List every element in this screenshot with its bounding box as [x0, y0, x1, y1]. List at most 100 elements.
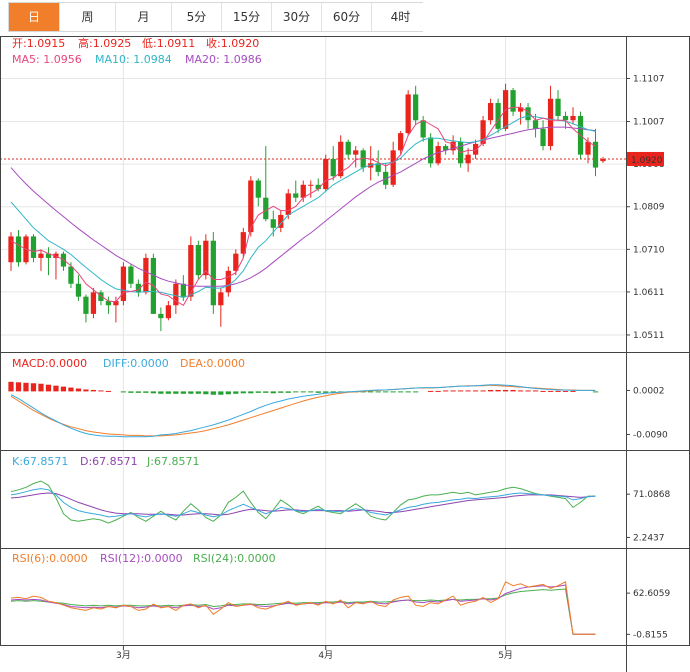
rsi6-line [10, 581, 596, 635]
candle-body-40 [308, 184, 314, 186]
diff-label: DIFF:0.0000 [103, 357, 169, 370]
dea-line [10, 384, 596, 437]
candle-body-23 [180, 283, 186, 297]
diff-line [10, 384, 596, 438]
k-label: K:67.8571 [12, 455, 68, 468]
macd-bar-53 [405, 391, 411, 393]
k-line [10, 488, 596, 518]
candle-body-63 [480, 120, 486, 144]
rsi-tick-label-0: 62.6059 [633, 589, 670, 599]
candle-body-1 [15, 236, 22, 263]
candle-body-59 [450, 141, 456, 151]
candle-body-34 [263, 197, 269, 220]
candle-body-35 [270, 219, 276, 228]
macd-bar-57 [435, 390, 441, 392]
candle-body-26 [203, 240, 209, 276]
macd-bar-2 [23, 382, 29, 392]
macd-bar-28 [218, 391, 224, 395]
macd-bar-63 [480, 390, 486, 392]
current-price-badge [627, 151, 664, 166]
macd-bar-27 [210, 391, 216, 395]
macd-bar-66 [502, 389, 509, 392]
tab-period-4[interactable]: 15分 [222, 3, 272, 31]
candle-body-43 [330, 158, 336, 177]
macd-label: MACD:0.0000 [12, 357, 87, 370]
candle-body-54 [413, 94, 419, 121]
candle-body-79 [600, 158, 606, 162]
candle-body-56 [428, 137, 434, 164]
macd-bar-33 [255, 391, 261, 393]
close-label: 收:1.0920 [206, 36, 259, 50]
macd-bar-75 [570, 390, 576, 392]
macd-bar-37 [285, 391, 291, 393]
macd-bar-62 [472, 390, 479, 392]
macd-bar-9 [75, 388, 82, 392]
macd-bar-39 [300, 391, 306, 393]
high-label: 高:1.0925 [78, 36, 131, 50]
candle-body-30 [233, 253, 239, 271]
candle-body-78 [592, 141, 599, 168]
candle-body-29 [225, 270, 231, 293]
candle-body-9 [75, 283, 82, 297]
macd-bar-0 [8, 381, 14, 392]
tab-period-0[interactable]: 日 [9, 3, 60, 31]
candle-body-28 [218, 292, 224, 306]
candle-body-62 [472, 143, 479, 155]
candle-body-33 [255, 180, 261, 198]
macd-tick-label-0: 0.0002 [633, 386, 665, 396]
macd-bar-73 [555, 390, 561, 392]
candle-body-64 [487, 103, 494, 121]
candle-body-71 [540, 128, 546, 147]
ma20-label: MA20: 1.0986 [185, 53, 262, 66]
macd-bar-30 [233, 391, 239, 394]
rsi6-label: RSI(6):0.0000 [12, 552, 88, 565]
kdj-panel [10, 480, 596, 524]
open-label: 开:1.0915 [12, 37, 65, 50]
macd-bar-72 [547, 390, 554, 392]
macd-bar-49 [375, 391, 381, 393]
macd-bar-12 [98, 390, 104, 392]
macd-bar-10 [83, 389, 89, 392]
macd-bar-74 [562, 390, 569, 392]
macd-bar-11 [90, 389, 97, 392]
macd-bar-61 [465, 390, 471, 392]
macd-bar-7 [60, 386, 67, 392]
current-price-label: 1.0920 [631, 156, 663, 166]
kdj-tick-label-1: 2.2437 [633, 533, 665, 543]
candle-body-46 [353, 150, 359, 155]
candle-body-8 [68, 266, 74, 284]
rsi-tick-label-1: -0.8155 [633, 630, 668, 640]
macd-bar-18 [143, 391, 149, 393]
macd-bar-68 [517, 390, 524, 392]
macd-bar-22 [173, 391, 179, 394]
macd-bar-43 [330, 391, 336, 393]
macd-bar-21 [165, 391, 171, 394]
tab-period-7[interactable]: 4时 [372, 3, 429, 31]
candle-body-18 [143, 257, 149, 293]
macd-bar-41 [315, 391, 321, 393]
axes: 3月4月5月1.11071.10071.09081.08091.07101.06… [0, 36, 690, 672]
price-tick-label-3: 1.0809 [633, 203, 665, 213]
macd-bar-56 [428, 390, 434, 392]
macd-bar-59 [450, 390, 456, 392]
tab-period-2[interactable]: 月 [116, 3, 172, 31]
macd-bar-32 [248, 391, 254, 394]
tab-period-3[interactable]: 5分 [172, 3, 222, 31]
candle-body-4 [38, 253, 44, 258]
tab-period-1[interactable]: 周 [60, 3, 116, 31]
candle-body-51 [390, 150, 396, 185]
candle-body-10 [83, 296, 89, 314]
macd-bar-48 [368, 391, 374, 393]
candle-body-52 [398, 133, 404, 151]
tab-period-5[interactable]: 30分 [272, 3, 322, 31]
macd-bar-5 [45, 384, 52, 392]
candle-body-22 [173, 283, 179, 306]
macd-bar-20 [158, 391, 164, 394]
macd-bar-4 [38, 383, 44, 392]
macd-bar-65 [495, 389, 501, 392]
candle-body-11 [90, 292, 97, 314]
candle-body-12 [98, 292, 104, 301]
macd-bar-71 [540, 390, 546, 392]
candle-body-44 [338, 141, 344, 177]
tab-period-6[interactable]: 60分 [322, 3, 372, 31]
